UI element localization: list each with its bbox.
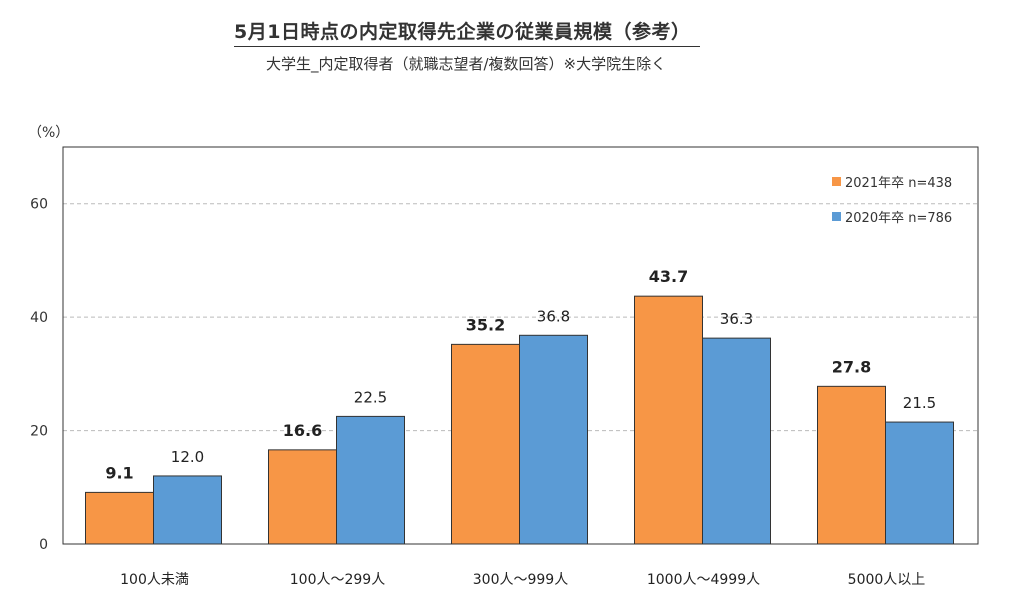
bar-2020	[519, 334, 588, 545]
bar-2020	[885, 421, 954, 545]
bar-2021	[85, 491, 154, 545]
data-label: 9.1	[105, 463, 133, 482]
y-tick-label: 40	[30, 310, 48, 326]
data-label: 22.5	[354, 388, 387, 406]
legend-label: 2021年卒 n=438	[845, 176, 952, 191]
y-tick-label: 60	[30, 197, 48, 213]
chart-subtitle: 大学生_内定取得者（就職志望者/複数回答）※大学院生除く	[266, 55, 667, 73]
data-label: 35.2	[466, 315, 505, 334]
bar-2021	[451, 343, 520, 545]
legend-swatch	[832, 212, 841, 221]
x-tick-label: 5000人以上	[848, 572, 926, 588]
bar-2020	[336, 415, 405, 545]
legend-swatch	[832, 177, 841, 186]
data-label: 27.8	[832, 357, 871, 376]
x-tick-label: 1000人～4999人	[647, 572, 760, 588]
data-label: 21.5	[903, 394, 936, 412]
legend-label: 2020年卒 n=786	[845, 211, 952, 226]
bar-2021	[634, 295, 703, 545]
bar-2020	[702, 337, 771, 545]
data-label: 12.0	[171, 448, 204, 466]
bar-2021	[268, 449, 337, 545]
y-tick-label: 20	[30, 424, 48, 440]
y-axis-unit: （%）	[28, 125, 70, 141]
data-label: 43.7	[649, 267, 688, 286]
plot-area-border	[62, 146, 979, 545]
data-label: 36.8	[537, 307, 570, 325]
bar-2020	[153, 475, 222, 545]
bar-2021	[817, 385, 886, 545]
x-tick-label: 100人～299人	[290, 572, 385, 588]
x-tick-label: 100人未満	[120, 572, 189, 588]
x-tick-label: 300人～999人	[473, 572, 568, 588]
y-tick-label: 0	[39, 537, 48, 553]
data-label: 36.3	[720, 310, 753, 328]
data-label: 16.6	[283, 421, 322, 440]
chart-title: 5月1日時点の内定取得先企業の従業員規模（参考）	[234, 17, 701, 47]
